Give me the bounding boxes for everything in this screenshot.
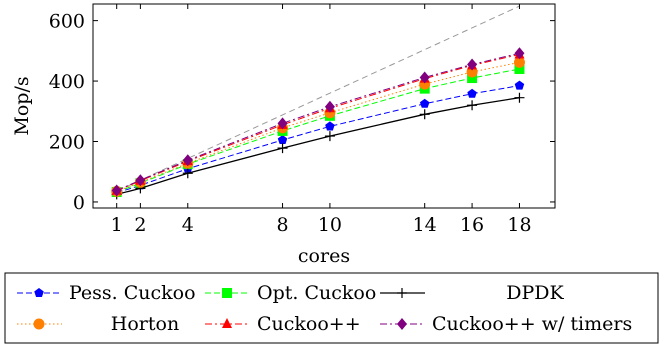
legend-label: Cuckoo++ bbox=[257, 313, 361, 335]
y-tick-label: 200 bbox=[49, 132, 85, 154]
x-tick-label: 8 bbox=[276, 214, 288, 236]
y-tick-label: 0 bbox=[73, 192, 85, 214]
data-point bbox=[111, 184, 122, 197]
data-point bbox=[514, 92, 525, 103]
data-point bbox=[182, 154, 193, 167]
legend-item: Cuckoo++ w/ timers bbox=[380, 313, 632, 335]
data-point bbox=[277, 117, 288, 130]
data-point bbox=[467, 58, 478, 71]
series-layer bbox=[111, 47, 525, 200]
series-line bbox=[116, 85, 520, 194]
marker-circle bbox=[33, 318, 45, 330]
x-tick-label: 1 bbox=[111, 214, 123, 236]
x-tick-label: 18 bbox=[507, 214, 531, 236]
data-point bbox=[182, 168, 193, 179]
marker-square bbox=[222, 288, 232, 298]
legend-item: Cuckoo++ bbox=[205, 313, 361, 335]
series-line bbox=[116, 68, 520, 193]
series-opt-cuckoo bbox=[111, 63, 525, 197]
y-tick-label: 400 bbox=[49, 71, 85, 93]
legend-label: DPDK bbox=[506, 282, 564, 304]
legend-item: DPDK bbox=[380, 282, 565, 304]
legend-label: Cuckoo++ w/ timers bbox=[432, 313, 632, 335]
legend-item: Opt. Cuckoo bbox=[205, 282, 376, 304]
legend-label: Pess. Cuckoo bbox=[69, 282, 196, 304]
x-tick-label: 14 bbox=[413, 214, 437, 236]
data-point bbox=[467, 100, 478, 111]
marker-diamond bbox=[397, 318, 407, 330]
series-cuckoo- bbox=[111, 48, 525, 195]
series-cuckoo-w-timers bbox=[111, 47, 525, 197]
y-axis-label: Mop/s bbox=[11, 76, 33, 135]
data-point bbox=[277, 135, 288, 145]
data-point bbox=[325, 121, 335, 131]
legend-label: Horton bbox=[111, 313, 179, 335]
x-tick-label: 2 bbox=[134, 214, 146, 236]
legend: Pess. Cuckoo Opt. Cuckoo DPDK Horton Cuckoo+… bbox=[4, 272, 659, 344]
series-horton bbox=[111, 56, 525, 197]
series-line bbox=[116, 52, 520, 191]
data-point bbox=[419, 71, 430, 84]
data-point bbox=[324, 131, 335, 142]
legend-item: Horton bbox=[17, 313, 179, 335]
data-point bbox=[467, 88, 477, 98]
reference-line-layer bbox=[116, 5, 520, 192]
axes-layer: 1 2 4 8 10 14 16 18 0 200 400 600 bbox=[49, 4, 555, 236]
x-tick-label: 10 bbox=[318, 214, 342, 236]
y-tick-label: 600 bbox=[49, 11, 85, 33]
data-point bbox=[514, 63, 525, 74]
x-axis-label: cores bbox=[298, 245, 350, 267]
data-point bbox=[135, 174, 146, 187]
series-line bbox=[116, 53, 520, 192]
plot-frame bbox=[92, 3, 556, 209]
x-tick-label: 4 bbox=[182, 214, 194, 236]
legend-label: Opt. Cuckoo bbox=[257, 282, 376, 304]
marker-pentagon bbox=[34, 288, 44, 298]
data-point bbox=[419, 109, 430, 120]
marker-plus bbox=[397, 288, 407, 298]
legend-item: Pess. Cuckoo bbox=[17, 282, 196, 304]
series-pess-cuckoo bbox=[111, 80, 525, 197]
legend-box bbox=[4, 272, 659, 344]
data-point bbox=[514, 47, 525, 60]
data-point bbox=[467, 73, 478, 84]
series-line bbox=[116, 97, 520, 196]
data-point bbox=[514, 80, 525, 90]
marker-triangle bbox=[222, 318, 232, 328]
data-point bbox=[277, 143, 288, 154]
reference-line bbox=[116, 5, 520, 192]
data-point bbox=[419, 98, 430, 108]
data-point bbox=[324, 100, 335, 113]
series-dpdk bbox=[111, 92, 525, 200]
x-tick-label: 16 bbox=[460, 214, 484, 236]
